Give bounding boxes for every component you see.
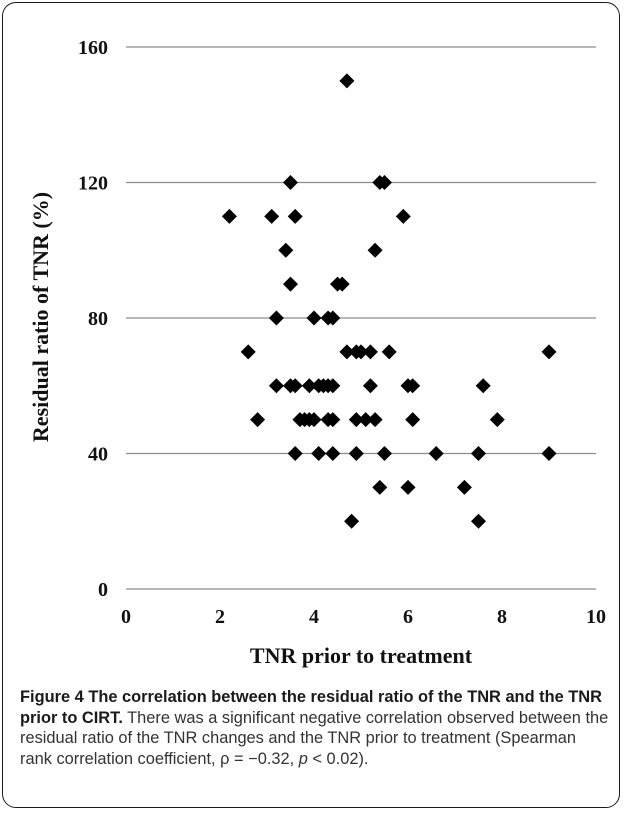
data-point [428, 446, 444, 461]
data-point [475, 378, 491, 394]
x-tick-label-4: 4 [309, 606, 319, 628]
x-tick-label-10: 10 [586, 606, 606, 628]
y-tick-label-120: 120 [78, 173, 108, 195]
x-axis-label: TNR prior to treatment [250, 643, 473, 668]
figure-caption: Figure 4 The correlation between the res… [20, 687, 610, 769]
data-point [348, 446, 364, 461]
data-point [348, 412, 364, 428]
data-point [250, 412, 266, 428]
data-point [367, 412, 383, 428]
data-point [471, 446, 486, 461]
data-point [541, 344, 557, 360]
data-point [325, 412, 341, 428]
data-point [287, 208, 303, 224]
data-point [306, 310, 322, 326]
data-point [325, 378, 341, 394]
data-point [344, 513, 360, 529]
data-point [362, 378, 378, 394]
data-point [240, 344, 256, 360]
data-point [372, 479, 388, 495]
data-point [353, 344, 369, 360]
y-tick-label-40: 40 [88, 444, 108, 466]
caption-body: There was a significant negative correla… [20, 708, 609, 768]
data-point [367, 242, 383, 258]
y-tick-label-160: 160 [78, 37, 108, 59]
data-points [221, 73, 557, 529]
data-point [221, 208, 237, 224]
data-point [381, 344, 397, 360]
data-point [339, 344, 355, 360]
caption-stat-tail: < 0.02). [312, 749, 369, 768]
tick-labels: 0 40 80 120 160 0 2 4 6 8 10 [78, 37, 606, 628]
x-tick-label-2: 2 [215, 606, 225, 628]
data-point [377, 175, 392, 190]
data-point [264, 208, 280, 224]
data-point [400, 479, 416, 495]
data-point [306, 412, 322, 428]
x-tick-label-6: 6 [403, 606, 413, 628]
y-tick-label-80: 80 [88, 308, 108, 330]
data-point [268, 378, 284, 394]
grid-lines [126, 46, 596, 590]
data-point [325, 310, 341, 326]
data-point [339, 73, 355, 89]
caption-title: The correlation between the residual rat… [20, 688, 602, 727]
data-point [334, 276, 350, 292]
data-point [287, 446, 303, 461]
data-point [301, 378, 317, 394]
data-point [268, 310, 284, 326]
x-tick-label-8: 8 [497, 606, 507, 628]
caption-p-symbol: p [298, 749, 308, 768]
figure-frame [2, 2, 620, 808]
scatter-chart: 0 40 80 120 160 0 2 4 6 8 10 TNR prior to treatmen… [28, 37, 606, 668]
data-point [456, 479, 472, 495]
data-point [395, 208, 411, 224]
y-tick-label-0: 0 [98, 579, 108, 601]
data-point [311, 446, 327, 461]
x-tick-label-0: 0 [121, 606, 131, 628]
caption-label: Figure 4 [20, 688, 84, 706]
data-point [405, 378, 421, 394]
data-point [541, 446, 557, 461]
y-axis-label: Residual ratio of TNR (%) [28, 192, 53, 442]
data-point [471, 513, 486, 529]
data-point [405, 412, 421, 428]
data-point [283, 276, 298, 292]
data-point [325, 446, 341, 461]
data-point [377, 446, 392, 461]
data-point [489, 412, 505, 428]
data-point [358, 412, 374, 428]
data-point [362, 344, 378, 360]
data-point [287, 378, 303, 394]
data-point [278, 242, 294, 258]
data-point [283, 175, 298, 190]
